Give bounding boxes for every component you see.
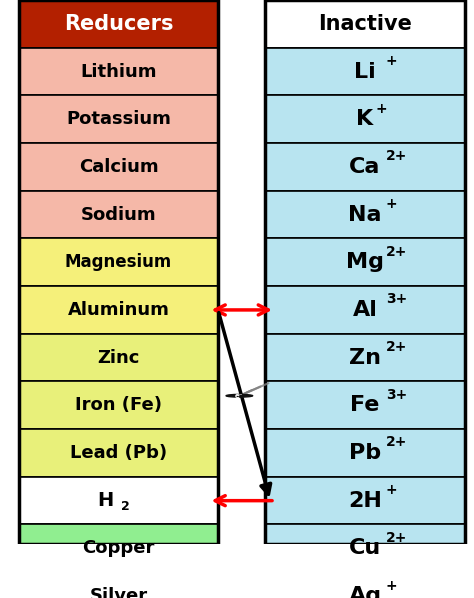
Text: +: + — [375, 102, 387, 116]
Bar — [265, 334, 465, 382]
Text: Ag: Ag — [348, 586, 382, 598]
Bar — [265, 95, 465, 143]
Text: Iron (Fe): Iron (Fe) — [75, 396, 162, 414]
Text: 2+: 2+ — [386, 150, 407, 163]
Text: +: + — [386, 578, 398, 593]
Text: Lithium: Lithium — [80, 63, 157, 81]
Text: 2+: 2+ — [386, 435, 407, 450]
Text: Copper: Copper — [82, 539, 155, 557]
Text: Mg: Mg — [346, 252, 384, 272]
Text: 2+: 2+ — [386, 531, 407, 545]
Text: Zn: Zn — [349, 347, 381, 368]
Text: Calcium: Calcium — [79, 158, 158, 176]
Text: Li: Li — [354, 62, 376, 81]
Bar — [19, 477, 218, 524]
Text: Magnesium: Magnesium — [65, 253, 172, 271]
Text: +: + — [386, 483, 398, 497]
Bar — [265, 191, 465, 239]
Bar — [19, 0, 218, 544]
Text: Al: Al — [353, 300, 377, 320]
Bar — [19, 572, 218, 598]
Text: Zinc: Zinc — [97, 349, 140, 367]
Text: Potassium: Potassium — [66, 110, 171, 128]
Bar — [265, 572, 465, 598]
Text: 2H: 2H — [348, 490, 382, 511]
Bar — [265, 143, 465, 191]
Text: H: H — [98, 491, 114, 510]
Bar — [19, 239, 218, 286]
Text: Inactive: Inactive — [318, 14, 412, 34]
Bar — [265, 286, 465, 334]
Text: 2+: 2+ — [386, 340, 407, 354]
Text: +: + — [386, 54, 398, 68]
Bar — [19, 429, 218, 477]
Bar — [19, 524, 218, 572]
Bar — [19, 0, 218, 48]
Text: Pb: Pb — [349, 443, 381, 463]
Text: e⁻: e⁻ — [235, 393, 244, 399]
Text: Aluminum: Aluminum — [68, 301, 169, 319]
Text: Ca: Ca — [349, 157, 381, 177]
Bar — [19, 143, 218, 191]
Text: Lead (Pb): Lead (Pb) — [70, 444, 167, 462]
Bar — [265, 0, 465, 48]
Bar — [19, 382, 218, 429]
Text: 2+: 2+ — [386, 245, 407, 259]
Bar — [265, 524, 465, 572]
Bar — [19, 48, 218, 95]
Text: 3+: 3+ — [386, 388, 407, 402]
Text: Sodium: Sodium — [81, 206, 156, 224]
Text: +: + — [386, 197, 398, 211]
Text: Fe: Fe — [350, 395, 380, 415]
Bar — [265, 477, 465, 524]
Bar — [265, 429, 465, 477]
Bar — [19, 191, 218, 239]
Text: Silver: Silver — [90, 587, 147, 598]
Text: 3+: 3+ — [386, 292, 407, 306]
Text: 2: 2 — [121, 500, 129, 513]
Bar — [19, 334, 218, 382]
Bar — [265, 382, 465, 429]
Bar — [19, 286, 218, 334]
Text: Reducers: Reducers — [64, 14, 173, 34]
Bar — [265, 0, 465, 544]
Circle shape — [226, 395, 253, 397]
Bar — [265, 239, 465, 286]
Bar — [265, 48, 465, 95]
Text: K: K — [356, 109, 374, 129]
Text: Na: Na — [348, 205, 382, 225]
Bar — [19, 95, 218, 143]
Text: Cu: Cu — [349, 538, 381, 559]
